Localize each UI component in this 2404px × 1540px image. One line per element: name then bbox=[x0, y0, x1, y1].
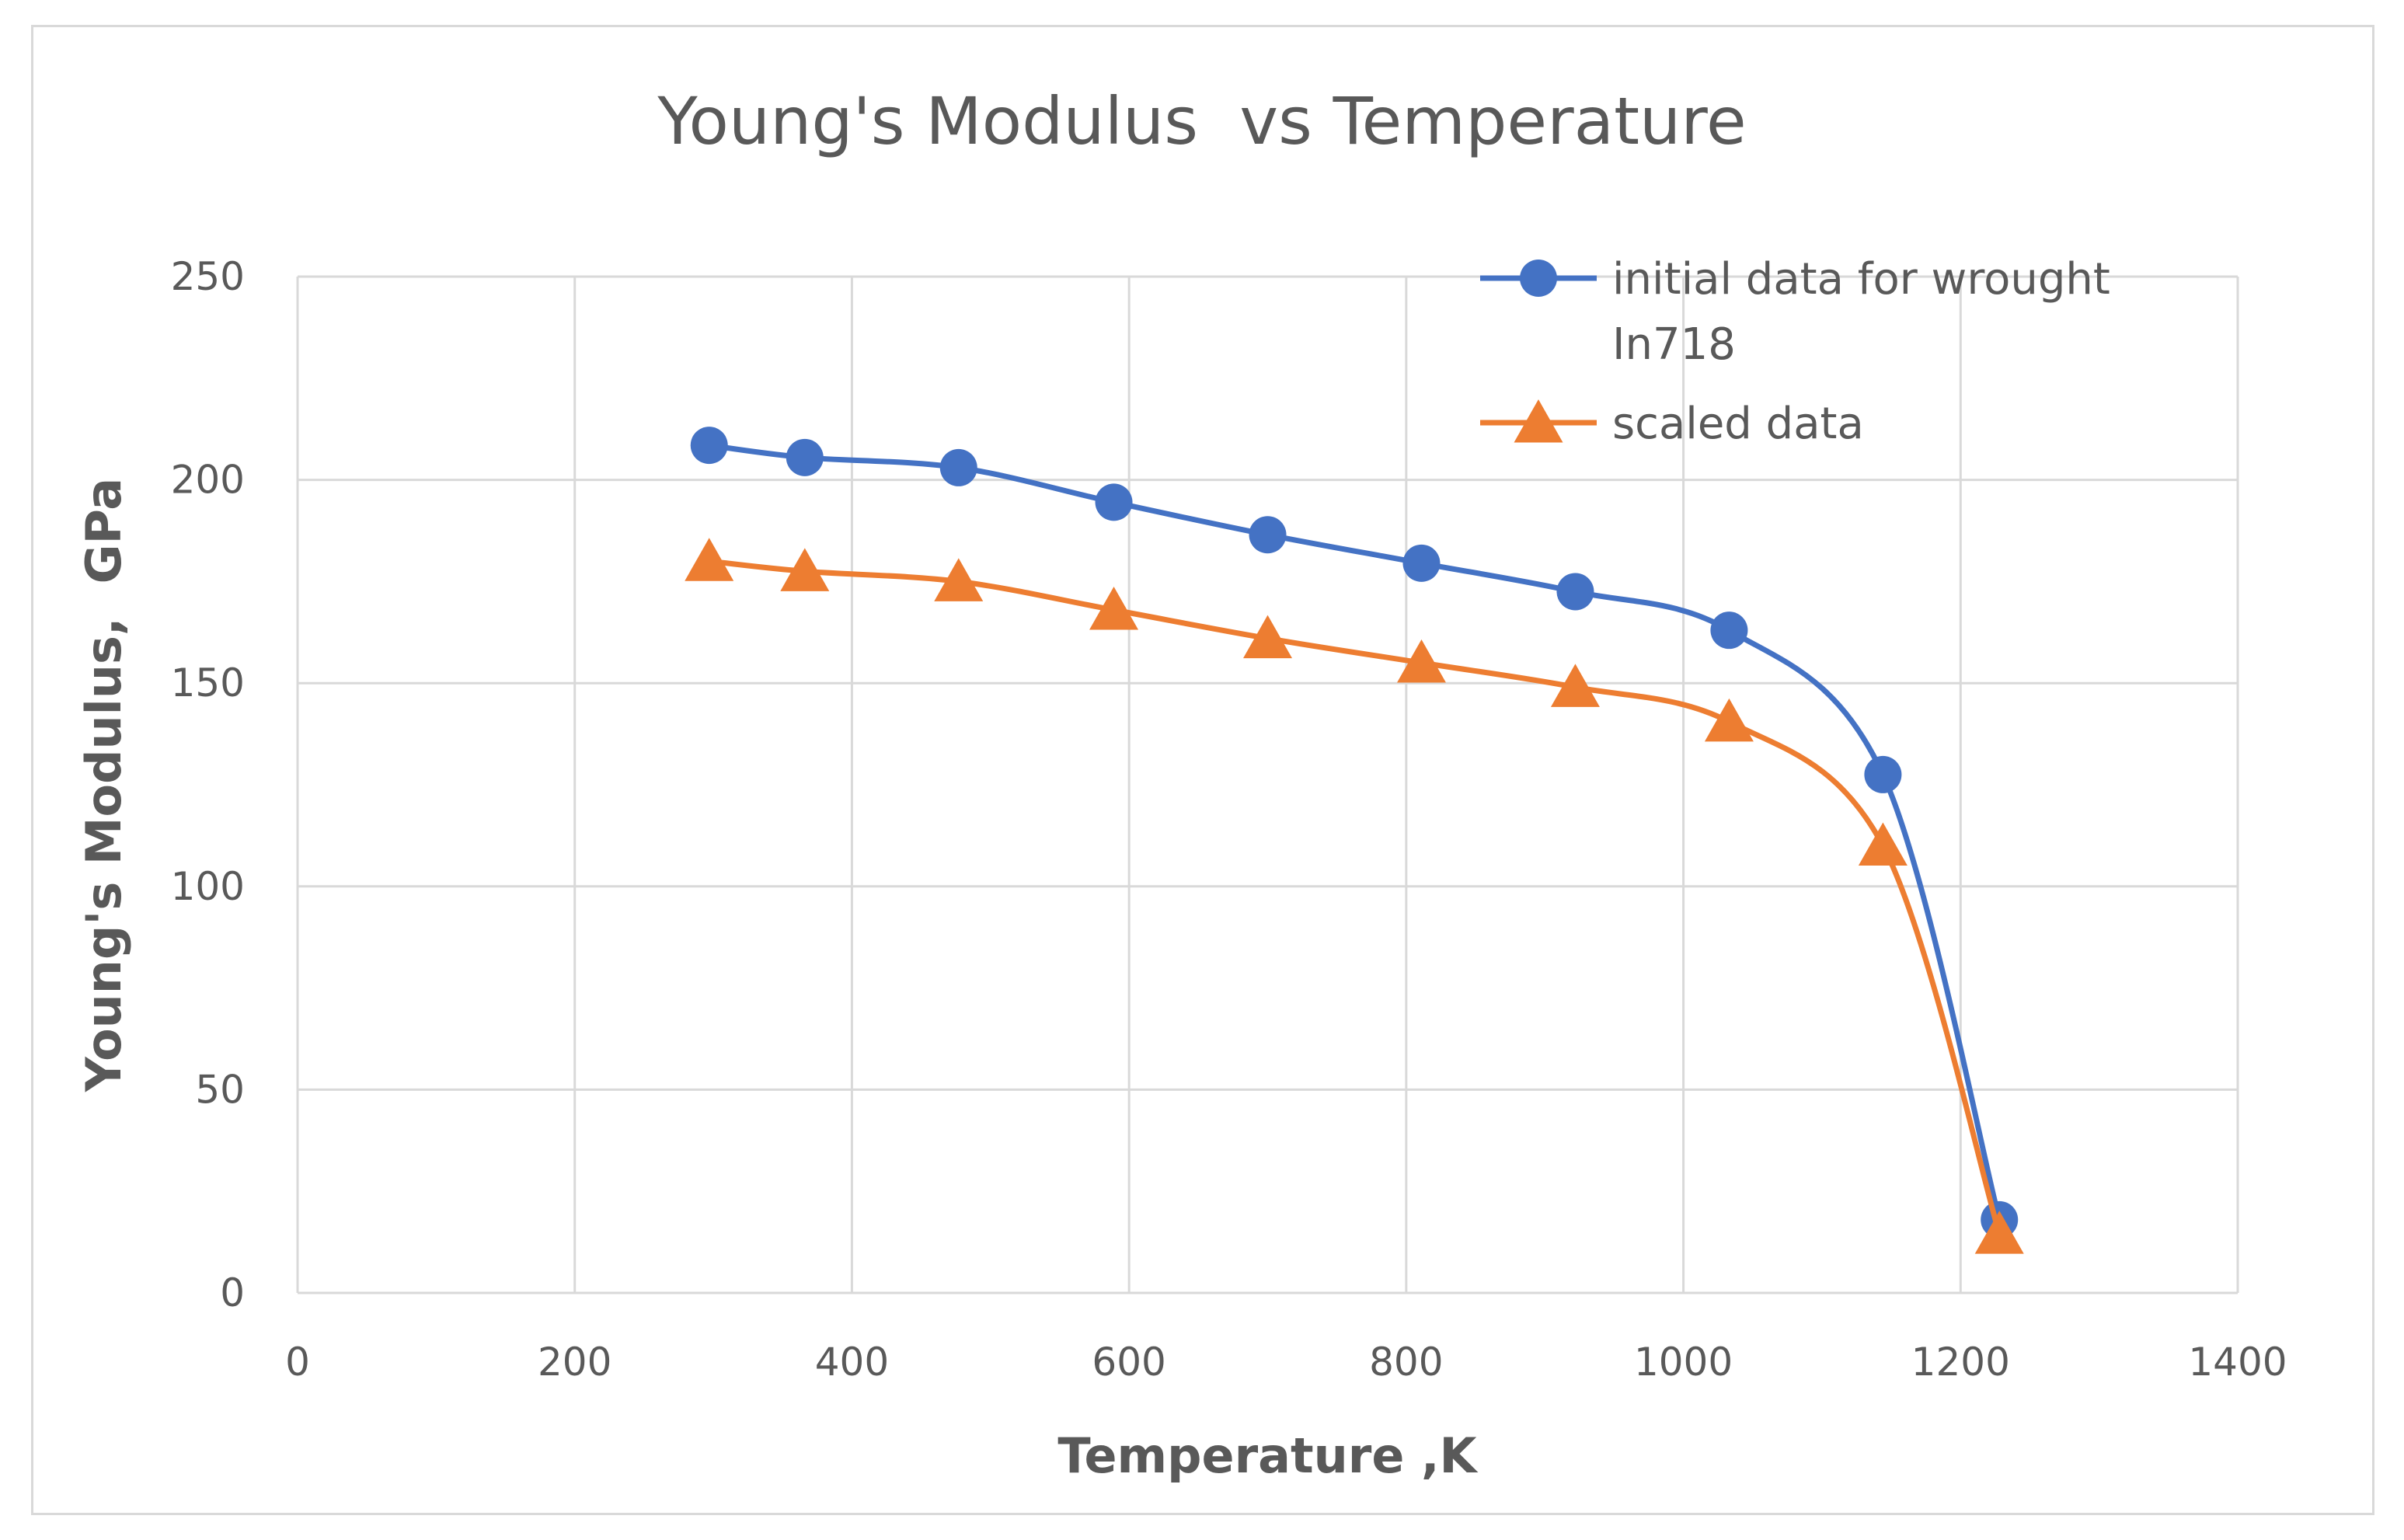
y-tick-label: 100 bbox=[171, 864, 245, 909]
data-point-circle bbox=[1556, 573, 1594, 611]
y-axis-tick-labels: 0 50 100 150 200 250 bbox=[171, 254, 245, 1315]
chart-title: Young's Modulus vs Temperature bbox=[657, 83, 1746, 159]
data-point-circle bbox=[1864, 755, 1902, 793]
chart-frame bbox=[31, 25, 2374, 1515]
legend-label: In718 bbox=[1612, 319, 1736, 370]
y-tick-label: 250 bbox=[171, 254, 245, 299]
x-axis-title: Temperature ,K bbox=[1057, 1427, 1478, 1484]
data-point-triangle bbox=[1974, 1211, 2024, 1254]
legend-marker-triangle bbox=[1514, 399, 1563, 443]
data-point-triangle bbox=[1704, 698, 1754, 742]
x-tick-label: 800 bbox=[1369, 1340, 1443, 1385]
y-axis-title: Young's Modulus, GPa bbox=[75, 478, 132, 1092]
data-point-circle bbox=[786, 438, 824, 476]
y-tick-label: 0 bbox=[220, 1270, 245, 1315]
data-point-triangle bbox=[685, 538, 734, 581]
legend: initial data for wrought In718 scaled data bbox=[1480, 254, 2110, 449]
data-point-triangle bbox=[1550, 664, 1600, 707]
data-point-circle bbox=[1710, 611, 1748, 650]
legend-label: scaled data bbox=[1612, 399, 1864, 449]
data-point-triangle bbox=[934, 558, 984, 601]
y-tick-label: 150 bbox=[171, 660, 245, 706]
y-tick-label: 200 bbox=[171, 458, 245, 503]
y-tick-label: 50 bbox=[195, 1067, 245, 1112]
series-1 bbox=[690, 427, 2019, 1239]
x-tick-label: 1200 bbox=[1911, 1340, 2010, 1385]
x-tick-label: 600 bbox=[1092, 1340, 1165, 1385]
data-point-triangle bbox=[1858, 822, 1908, 866]
x-axis-tick-labels: 0 200 400 600 800 1000 1200 1400 bbox=[285, 1340, 2287, 1385]
series-2 bbox=[685, 538, 2024, 1254]
data-point-circle bbox=[939, 448, 977, 486]
x-tick-label: 1000 bbox=[1634, 1340, 1733, 1385]
gridlines bbox=[296, 275, 2239, 1294]
x-tick-label: 400 bbox=[815, 1340, 889, 1385]
series-line bbox=[706, 558, 2002, 1237]
legend-item-2: scaled data bbox=[1480, 399, 1864, 449]
data-point-triangle bbox=[1089, 587, 1139, 630]
legend-label: initial data for wrought bbox=[1612, 254, 2110, 305]
series-layer bbox=[685, 427, 2024, 1254]
x-tick-label: 200 bbox=[538, 1340, 611, 1385]
data-point-circle bbox=[690, 427, 728, 465]
x-tick-label: 1400 bbox=[2188, 1340, 2287, 1385]
series-line bbox=[706, 442, 2002, 1223]
data-point-triangle bbox=[1243, 615, 1292, 659]
data-point-circle bbox=[1095, 483, 1133, 521]
data-point-triangle bbox=[1396, 639, 1446, 683]
data-point-circle bbox=[1402, 544, 1441, 582]
data-point-triangle bbox=[780, 548, 830, 591]
x-tick-label: 0 bbox=[285, 1340, 310, 1385]
legend-item-1: initial data for wrought In718 bbox=[1480, 254, 2110, 370]
legend-marker-circle bbox=[1520, 260, 1557, 297]
data-point-circle bbox=[1249, 516, 1287, 554]
